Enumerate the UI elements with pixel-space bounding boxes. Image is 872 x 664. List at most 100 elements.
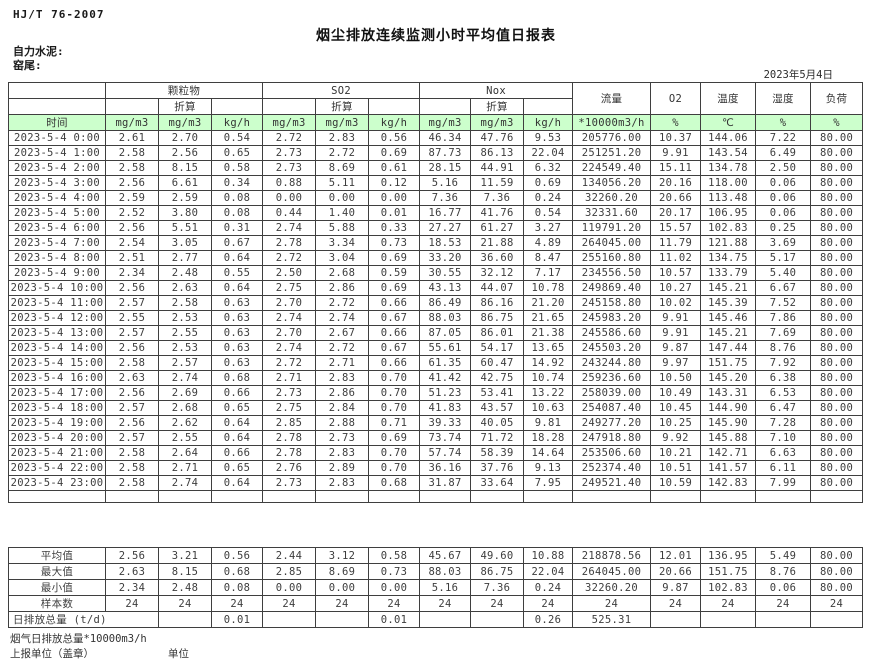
value-cell: 0.06	[755, 205, 812, 221]
time-cell: 2023-5-4 4:00	[8, 190, 106, 206]
value-cell: 2.74	[262, 220, 317, 236]
hourly-rows: 2023-5-4 0:00 2.61 2.70 0.54 2.72 2.83 0.56 46.…	[8, 130, 864, 503]
value-cell: 80.00	[810, 400, 864, 416]
summary-value-cell: 0.08	[211, 579, 263, 596]
value-cell: 2.57	[105, 325, 159, 341]
value-cell: 5.11	[315, 175, 370, 191]
value-cell: 0.68	[368, 475, 421, 491]
value-cell: 2.64	[158, 445, 212, 461]
table-row: 2023-5-4 2:00 2.58 8.15 0.58 2.73 8.69 0.61 28.…	[8, 160, 864, 176]
value-cell: 119791.20	[572, 220, 652, 236]
value-cell: 18.53	[419, 235, 472, 251]
value-cell: 2.50	[755, 160, 812, 176]
value-cell: 245158.80	[572, 295, 652, 311]
value-cell: 7.95	[523, 475, 574, 491]
value-cell: 205776.00	[572, 130, 652, 146]
time-cell: 2023-5-4 3:00	[8, 175, 106, 191]
value-cell: 2.73	[262, 160, 317, 176]
value-cell: 143.54	[700, 145, 757, 161]
value-cell: 0.69	[368, 145, 421, 161]
value-cell: 2.69	[158, 385, 212, 401]
table-row: 2023-5-4 6:00 2.56 5.51 0.31 2.74 5.88 0.33 27.…	[8, 220, 864, 236]
summary-value-cell: 2.63	[105, 563, 159, 580]
value-cell: 0.08	[210, 205, 264, 221]
value-cell: 0.64	[210, 280, 264, 296]
table-row: 2023-5-4 8:00 2.51 2.77 0.64 2.72 3.04 0.69 33.…	[8, 250, 864, 266]
value-cell: 0.55	[210, 265, 264, 281]
value-cell: 0.25	[755, 220, 812, 236]
table-row: 2023-5-4 1:00 2.58 2.56 0.65 2.73 2.72 0.69 87.…	[8, 145, 864, 161]
value-cell: 80.00	[810, 355, 864, 371]
value-cell: 252374.40	[572, 460, 652, 476]
value-cell: 2.74	[315, 310, 370, 326]
value-cell: 0.69	[523, 175, 574, 191]
value-cell: 9.91	[650, 325, 702, 341]
unit-cell: mg/m3	[315, 114, 370, 131]
blank-cell	[470, 490, 525, 503]
value-cell: 2.48	[158, 265, 212, 281]
value-cell: 0.65	[210, 145, 264, 161]
value-cell: 0.01	[368, 205, 421, 221]
value-cell: 249277.20	[572, 415, 652, 431]
value-cell: 2.71	[262, 370, 317, 386]
value-cell: 8.76	[755, 340, 812, 356]
value-cell: 10.57	[650, 265, 702, 281]
value-cell: 2.34	[105, 265, 159, 281]
value-cell: 21.65	[523, 310, 574, 326]
value-cell: 5.17	[755, 250, 812, 266]
value-cell: 2.71	[315, 355, 370, 371]
time-cell: 2023-5-4 23:00	[8, 475, 106, 491]
value-cell: 22.04	[523, 145, 574, 161]
unit-cell: mg/m3	[158, 114, 212, 131]
daily-total-cell	[315, 611, 369, 628]
table-row: 2023-5-4 22:00 2.58 2.71 0.65 2.76 2.89 0.70 36…	[8, 460, 864, 476]
summary-value-cell: 24	[419, 595, 471, 612]
time-cell: 2023-5-4 14:00	[8, 340, 106, 356]
value-cell: 259236.60	[572, 370, 652, 386]
report-date: 2023年5月4日	[763, 69, 833, 81]
summary-value-cell: 80.00	[810, 563, 863, 580]
daily-total-label: 日排放总量 (t/d)	[8, 611, 159, 628]
value-cell: 0.70	[368, 460, 421, 476]
value-cell: 2.56	[105, 415, 159, 431]
value-cell: 6.49	[755, 145, 812, 161]
summary-value-cell: 5.49	[755, 547, 811, 564]
value-cell: 80.00	[810, 445, 864, 461]
summary-value-cell: 24	[315, 595, 369, 612]
value-cell: 2.72	[262, 250, 317, 266]
summary-row-label: 样本数	[8, 595, 106, 612]
summary-value-cell: 24	[810, 595, 863, 612]
unit-cell: mg/m3	[419, 114, 472, 131]
value-cell: 86.01	[470, 325, 525, 341]
value-cell: 0.63	[210, 295, 264, 311]
reporting-unit-label: 上报单位（盖章）	[10, 648, 94, 660]
summary-row: 最小值 2.34 2.48 0.08 0.00 0.00 0.00 5.16 7.36 0.24 3…	[8, 579, 863, 596]
value-cell: 245983.20	[572, 310, 652, 326]
value-cell: 0.12	[368, 175, 421, 191]
corner-cell	[8, 82, 106, 99]
summary-value-cell: 49.60	[470, 547, 524, 564]
value-cell: 0.00	[262, 190, 317, 206]
value-cell: 0.24	[523, 190, 574, 206]
value-cell: 2.57	[105, 295, 159, 311]
summary-row: 最大值 2.63 8.15 0.68 2.85 8.69 0.73 88.03 86.75 22.…	[8, 563, 863, 580]
daily-total-row: 日排放总量 (t/d) 0.01 0.01 0.26 525.31	[8, 611, 863, 628]
value-cell: 18.28	[523, 430, 574, 446]
value-cell: 20.16	[650, 175, 702, 191]
unit-cell: *10000m3/h	[572, 114, 652, 131]
table-row: 2023-5-4 10:00 2.56 2.63 0.64 2.75 2.86 0.69 43…	[8, 280, 864, 296]
value-cell: 2.57	[105, 400, 159, 416]
value-cell: 10.59	[650, 475, 702, 491]
summary-value-cell: 264045.00	[572, 563, 651, 580]
value-cell: 9.81	[523, 415, 574, 431]
value-cell: 80.00	[810, 145, 864, 161]
value-cell: 80.00	[810, 295, 864, 311]
value-cell: 80.00	[810, 130, 864, 146]
value-cell: 7.52	[755, 295, 812, 311]
value-cell: 0.67	[210, 235, 264, 251]
value-cell: 6.38	[755, 370, 812, 386]
value-cell: 10.49	[650, 385, 702, 401]
value-cell: 0.70	[368, 445, 421, 461]
value-cell: 6.61	[158, 175, 212, 191]
value-cell: 41.42	[419, 370, 472, 386]
